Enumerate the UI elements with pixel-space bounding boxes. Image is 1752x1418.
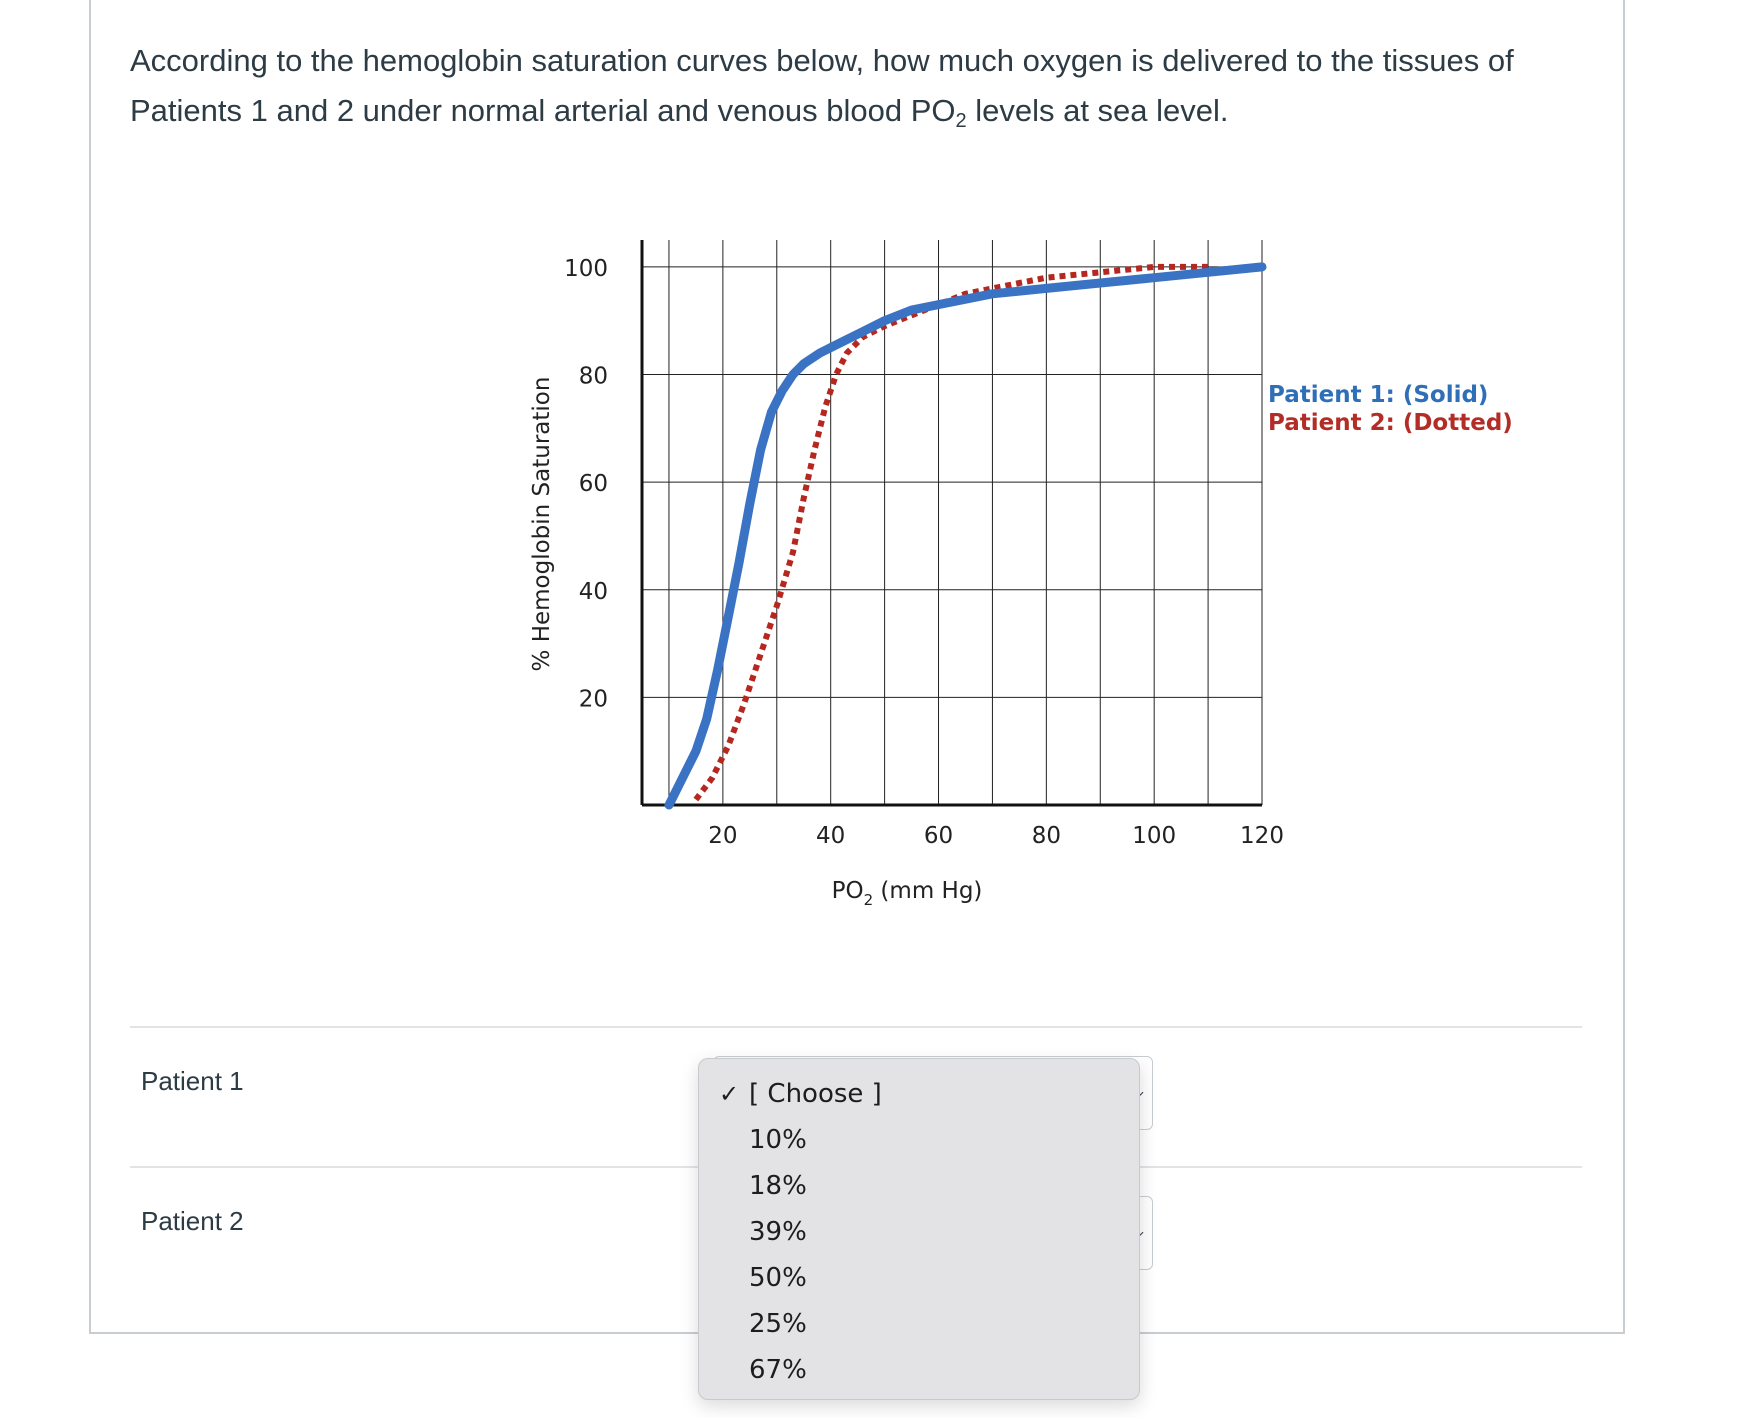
chart-grid [642,240,1263,805]
dropdown-option[interactable]: 50% [699,1255,1139,1301]
y-axis-label: % Hemoglobin Saturation [529,377,555,672]
x-tick-label: 20 [708,823,737,849]
dropdown-option-label: [ Choose ] [749,1079,882,1109]
dropdown-option-label: 50% [749,1263,807,1293]
dropdown-option[interactable]: 67% [699,1347,1139,1393]
dropdown-option-label: 67% [749,1355,807,1385]
dropdown-option[interactable]: 18% [699,1163,1139,1209]
patient-2-label: Patient 2 [141,1206,244,1236]
legend-patient-2: Patient 2: (Dotted) [1268,410,1513,436]
dropdown-option-label: 25% [749,1309,807,1339]
series-patient-2-dotted [693,263,1209,802]
options-list: ✓ [ Choose ] 10% 18% 39% 50% 25% 67% [699,1059,1139,1393]
oxygen-dissociation-chart: 100 80 60 40 20 20 40 60 80 100 120 % Hemoglobin … [529,240,1513,909]
dropdown-option[interactable]: 39% [699,1209,1139,1255]
question-text: According to the hemoglobin saturation c… [130,43,1514,132]
x-tick-labels: 20 40 60 80 100 120 [708,823,1284,849]
y-tick-label: 60 [579,471,608,497]
x-tick-label: 120 [1240,823,1284,849]
y-tick-label: 40 [579,579,608,605]
x-tick-label: 40 [816,823,845,849]
x-tick-label: 80 [1032,823,1061,849]
chart-svg: 100 80 60 40 20 20 40 60 80 100 120 % Hemoglobin … [529,240,1513,909]
chart-series [664,262,1267,810]
dropdown-option-label: 39% [749,1217,807,1247]
y-tick-label: 100 [564,256,608,282]
select-options-menu[interactable]: ✓ [ Choose ] 10% 18% 39% 50% 25% 67% [698,1058,1140,1400]
x-tick-label: 60 [924,823,953,849]
row-divider [130,1026,1582,1028]
chart-axes [640,240,1262,807]
y-tick-label: 20 [579,686,608,712]
y-tick-labels: 100 80 60 40 20 [564,256,608,712]
checkmark-icon: ✓ [719,1080,740,1108]
dropdown-option-label: 18% [749,1171,807,1201]
dropdown-option-label: 10% [749,1125,807,1155]
dropdown-option[interactable]: ✓ [ Choose ] [699,1071,1139,1117]
legend-patient-1: Patient 1: (Solid) [1268,382,1488,408]
dropdown-option[interactable]: 25% [699,1301,1139,1347]
x-axis-label: PO2 (mm Hg) [832,878,983,909]
x-tick-label: 100 [1132,823,1176,849]
patient-1-label: Patient 1 [141,1066,244,1096]
y-tick-label: 80 [579,364,608,390]
dropdown-option[interactable]: 10% [699,1117,1139,1163]
series-patient-1-solid [664,262,1267,810]
